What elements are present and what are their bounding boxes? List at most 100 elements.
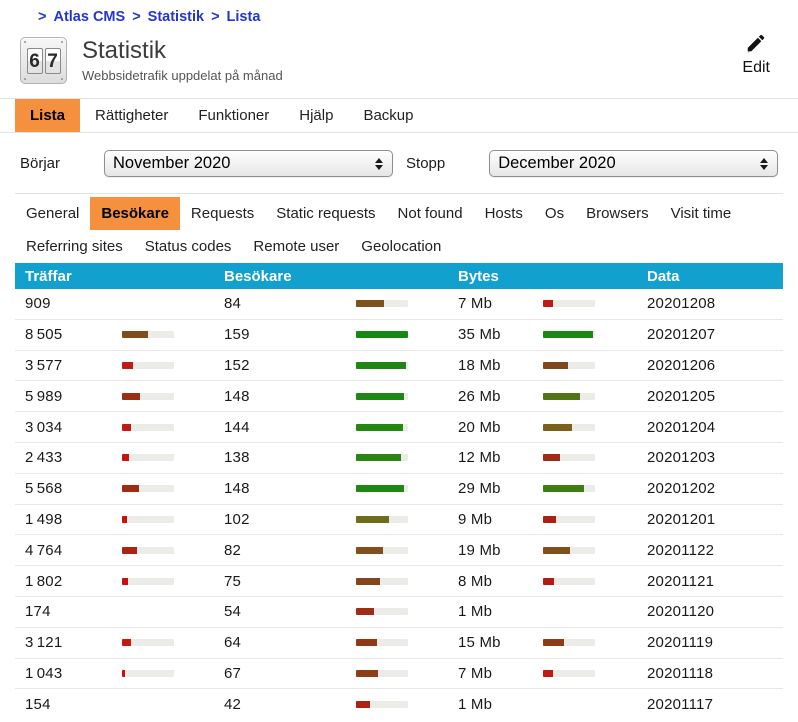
bytes-bar bbox=[543, 578, 595, 585]
bytes-value: 26 Mb bbox=[458, 388, 543, 405]
traffar-bar bbox=[122, 424, 174, 431]
column-header-bytes: Bytes bbox=[458, 268, 647, 285]
date-value: 20201206 bbox=[647, 357, 773, 374]
bytes-bar bbox=[543, 424, 595, 431]
besokare-value: 144 bbox=[224, 419, 356, 436]
stat-category-row-1: GeneralBesökareRequestsStatic requestsNo… bbox=[15, 197, 783, 230]
besokare-value: 82 bbox=[224, 542, 356, 559]
subtab-status-codes[interactable]: Status codes bbox=[134, 230, 243, 263]
table-row: 174541 Mb20201120 bbox=[15, 597, 783, 628]
date-value: 20201208 bbox=[647, 295, 773, 312]
besokare-value: 148 bbox=[224, 388, 356, 405]
breadcrumb-link-atlas-cms[interactable]: Atlas CMS bbox=[53, 9, 125, 25]
besokare-cell bbox=[356, 578, 458, 585]
traffar-cell bbox=[122, 639, 224, 646]
bytes-cell bbox=[543, 578, 647, 585]
tab-hjälp[interactable]: Hjälp bbox=[284, 99, 348, 132]
subtab-remote-user[interactable]: Remote user bbox=[242, 230, 350, 263]
subtab-not-found[interactable]: Not found bbox=[387, 197, 474, 230]
subtab-os[interactable]: Os bbox=[534, 197, 575, 230]
besokare-value: 148 bbox=[224, 480, 356, 497]
traffar-bar-fill bbox=[122, 393, 140, 400]
breadcrumb-link-lista[interactable]: Lista bbox=[227, 9, 261, 25]
besokare-bar bbox=[356, 485, 408, 492]
traffic-table: TräffarBesökareBytesData 909847 Mb202012… bbox=[15, 263, 783, 720]
besokare-bar-fill bbox=[356, 424, 403, 431]
traffar-bar-fill bbox=[122, 639, 131, 646]
traffar-cell bbox=[122, 424, 224, 431]
subtab-referring-sites[interactable]: Referring sites bbox=[15, 230, 134, 263]
edit-label: Edit bbox=[742, 59, 770, 76]
besokare-bar-fill bbox=[356, 362, 406, 369]
traffar-bar-fill bbox=[122, 578, 128, 585]
breadcrumb: >Atlas CMS>Statistik>Lista bbox=[0, 0, 798, 25]
tab-funktioner[interactable]: Funktioner bbox=[183, 99, 284, 132]
edit-button[interactable]: Edit bbox=[742, 33, 770, 77]
stat-category-row-2: Referring sitesStatus codesRemote userGe… bbox=[15, 230, 783, 263]
besokare-cell bbox=[356, 485, 458, 492]
start-month-select[interactable]: November 2020 bbox=[104, 150, 393, 177]
tab-lista[interactable]: Lista bbox=[15, 99, 80, 132]
traffar-value: 3 121 bbox=[25, 634, 122, 651]
besokare-bar-fill bbox=[356, 639, 377, 646]
subtab-hosts[interactable]: Hosts bbox=[474, 197, 534, 230]
bytes-bar bbox=[543, 362, 595, 369]
bytes-bar-fill bbox=[543, 578, 554, 585]
bytes-bar bbox=[543, 454, 595, 461]
traffar-bar-fill bbox=[122, 362, 133, 369]
subtab-general[interactable]: General bbox=[15, 197, 90, 230]
bytes-value: 19 Mb bbox=[458, 542, 543, 559]
besokare-cell bbox=[356, 331, 458, 338]
table-row: 3 57715218 Mb20201206 bbox=[15, 351, 783, 382]
besokare-cell bbox=[356, 393, 458, 400]
bytes-bar bbox=[543, 393, 595, 400]
subtab-besökare[interactable]: Besökare bbox=[90, 197, 180, 230]
besokare-bar bbox=[356, 701, 408, 708]
counter-digit: 7 bbox=[45, 48, 61, 74]
subtab-static-requests[interactable]: Static requests bbox=[265, 197, 386, 230]
breadcrumb-link-statistik[interactable]: Statistik bbox=[148, 9, 204, 25]
subtab-geolocation[interactable]: Geolocation bbox=[350, 230, 452, 263]
traffar-cell bbox=[122, 578, 224, 585]
besokare-value: 138 bbox=[224, 449, 356, 466]
subtab-browsers[interactable]: Browsers bbox=[575, 197, 660, 230]
column-header-data: Data bbox=[647, 268, 773, 285]
bytes-bar-fill bbox=[543, 670, 553, 677]
stat-category-tabs: GeneralBesökareRequestsStatic requestsNo… bbox=[15, 193, 783, 263]
bytes-bar bbox=[543, 639, 595, 646]
tab-backup[interactable]: Backup bbox=[348, 99, 428, 132]
tab-rättigheter[interactable]: Rättigheter bbox=[80, 99, 183, 132]
besokare-bar-fill bbox=[356, 393, 404, 400]
stop-month-select[interactable]: December 2020 bbox=[489, 150, 778, 177]
bytes-cell bbox=[543, 424, 647, 431]
table-body: 909847 Mb202012088 50515935 Mb202012073 … bbox=[15, 289, 783, 720]
traffar-cell bbox=[122, 393, 224, 400]
subtab-visit-time[interactable]: Visit time bbox=[660, 197, 743, 230]
table-row: 1 802758 Mb20201121 bbox=[15, 566, 783, 597]
table-row: 909847 Mb20201208 bbox=[15, 289, 783, 320]
main-tab-bar: ListaRättigheterFunktionerHjälpBackup bbox=[0, 98, 798, 133]
bytes-bar-fill bbox=[543, 547, 570, 554]
subtab-requests[interactable]: Requests bbox=[180, 197, 265, 230]
breadcrumb-separator: > bbox=[38, 9, 46, 25]
traffar-value: 174 bbox=[25, 603, 122, 620]
besokare-bar bbox=[356, 300, 408, 307]
bytes-cell bbox=[543, 454, 647, 461]
bytes-value: 9 Mb bbox=[458, 511, 543, 528]
traffar-cell bbox=[122, 485, 224, 492]
bytes-bar-fill bbox=[543, 300, 553, 307]
traffar-value: 5 568 bbox=[25, 480, 122, 497]
bytes-value: 1 Mb bbox=[458, 696, 543, 713]
stop-label: Stopp bbox=[406, 155, 445, 172]
besokare-cell bbox=[356, 639, 458, 646]
traffar-value: 8 505 bbox=[25, 326, 122, 343]
date-value: 20201117 bbox=[647, 696, 773, 713]
hit-counter-icon: 6 7 bbox=[20, 37, 67, 84]
besokare-bar bbox=[356, 331, 408, 338]
date-range-filters: Börjar November 2020 Stopp December 2020 bbox=[0, 133, 798, 193]
bytes-value: 1 Mb bbox=[458, 603, 543, 620]
date-value: 20201122 bbox=[647, 542, 773, 559]
besokare-cell bbox=[356, 454, 458, 461]
besokare-value: 64 bbox=[224, 634, 356, 651]
table-row: 1 4981029 Mb20201201 bbox=[15, 505, 783, 536]
